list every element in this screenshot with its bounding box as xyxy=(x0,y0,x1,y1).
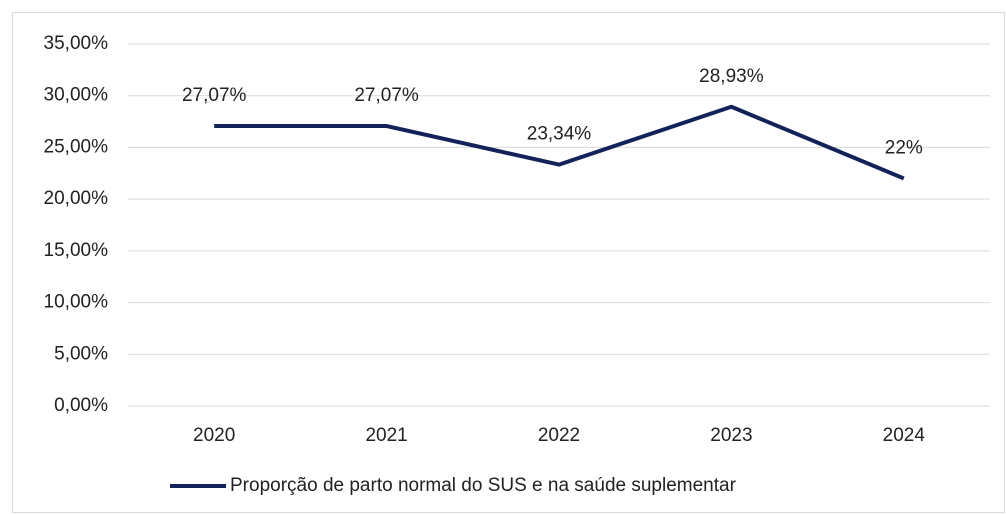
x-tick-label: 2023 xyxy=(710,425,752,446)
y-tick-label: 35,00% xyxy=(44,33,109,54)
data-label: 27,07% xyxy=(182,85,247,106)
y-tick-label: 20,00% xyxy=(44,188,109,209)
x-tick-label: 2021 xyxy=(365,425,407,446)
chart-frame xyxy=(12,12,1005,513)
x-tick-label: 2020 xyxy=(193,425,235,446)
y-tick-label: 15,00% xyxy=(44,240,109,261)
y-tick-label: 25,00% xyxy=(44,136,109,157)
data-label: 28,93% xyxy=(699,66,764,87)
series-line xyxy=(214,104,905,181)
legend-label: Proporção de parto normal do SUS e na sa… xyxy=(230,475,737,496)
data-label: 23,34% xyxy=(527,124,592,145)
x-tick-label: 2022 xyxy=(538,425,580,446)
y-tick-label: 10,00% xyxy=(44,292,109,313)
y-tick-label: 5,00% xyxy=(54,343,108,364)
x-tick-label: 2024 xyxy=(883,425,926,446)
data-label: 27,07% xyxy=(354,85,419,106)
y-tick-label: 0,00% xyxy=(54,395,108,416)
y-tick-label: 30,00% xyxy=(44,85,109,106)
data-label: 22% xyxy=(885,137,923,158)
